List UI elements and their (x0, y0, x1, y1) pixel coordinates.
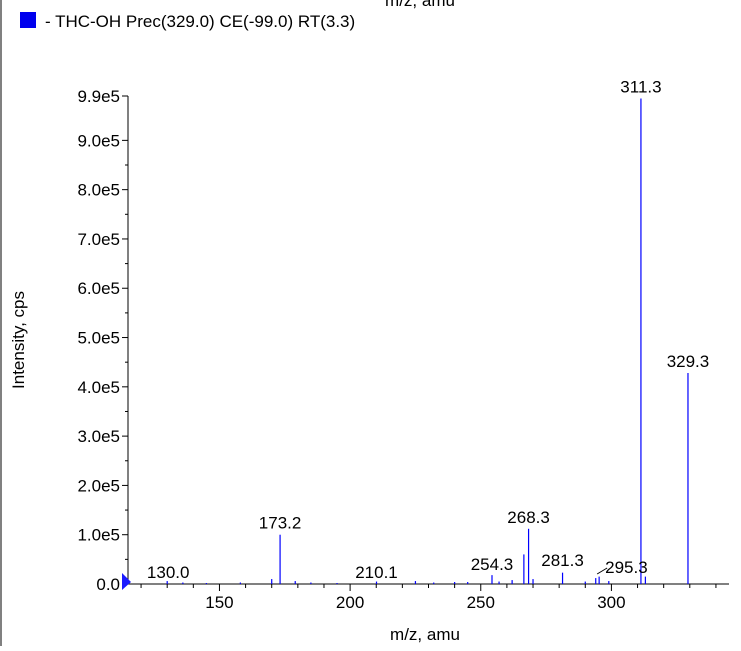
peak-label: 268.3 (507, 508, 550, 527)
peak-label: 210.1 (355, 563, 398, 582)
legend-label: - THC-OH Prec(329.0) CE(-99.0) RT(3.3) (45, 12, 355, 31)
x-tick-label: 200 (336, 593, 364, 612)
peak-label: 254.3 (471, 555, 514, 574)
peak-labels: 130.0 173.2 210.1 254.3 268.3 281.3 295.3 311.3… (147, 77, 709, 582)
peak-label: 281.3 (541, 551, 584, 570)
top-cut-label: m/z, amu (385, 0, 455, 10)
y-tick-label: 8.0e5 (77, 181, 120, 200)
x-tick-label: 250 (467, 593, 495, 612)
y-tick-label: 6.0e5 (77, 279, 120, 298)
y-tick-label: 1.0e5 (77, 526, 120, 545)
peak-label: 295.3 (605, 558, 648, 577)
x-axis-title: m/z, amu (390, 625, 460, 644)
y-ticks: 0.0 1.0e5 2.0e5 3.0e5 4.0e5 5.0e5 6.0e5 7.0e5 8.… (77, 87, 128, 594)
peak-label: 130.0 (147, 563, 190, 582)
y-tick-label: 4.0e5 (77, 378, 120, 397)
peak-label: 329.3 (667, 352, 710, 371)
legend-swatch (20, 12, 36, 28)
x-tick-label: 150 (205, 593, 233, 612)
spectrum-peaks (166, 98, 689, 584)
y-tick-label: 0.0 (96, 575, 120, 594)
zero-level-marker (122, 573, 131, 590)
peak-label: 173.2 (259, 514, 302, 533)
label-leader (596, 567, 608, 575)
peak-label: 311.3 (620, 77, 661, 96)
x-ticks: 150 200 250 300 (140, 584, 717, 612)
x-tick-label: 300 (597, 593, 625, 612)
y-axis-title: Intensity, cps (9, 291, 28, 389)
y-tick-label: 7.0e5 (77, 230, 120, 249)
y-tick-label: 9.9e5 (77, 87, 120, 106)
y-tick-label: 9.0e5 (77, 131, 120, 150)
y-tick-label: 2.0e5 (77, 476, 120, 495)
legend: - THC-OH Prec(329.0) CE(-99.0) RT(3.3) (20, 12, 355, 31)
y-tick-label: 5.0e5 (77, 329, 120, 348)
y-tick-label: 3.0e5 (77, 427, 120, 446)
